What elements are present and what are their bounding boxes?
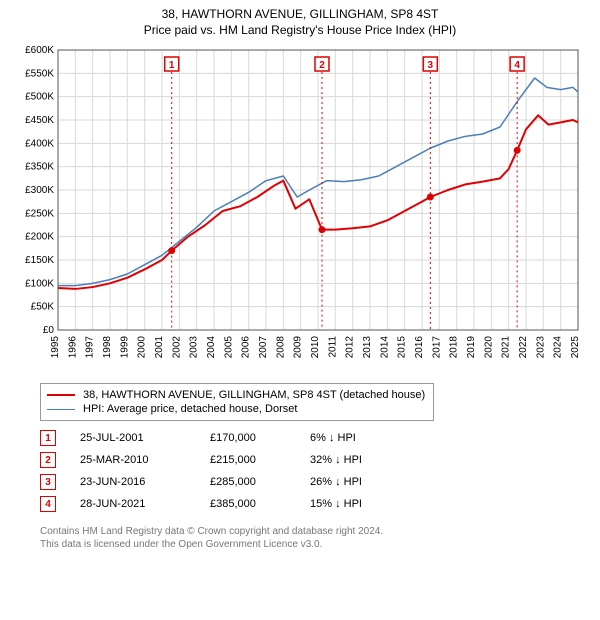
svg-text:2020: 2020	[483, 336, 494, 359]
svg-text:£50K: £50K	[31, 302, 55, 313]
sales-row: 2 25-MAR-2010£215,00032% ↓ HPI	[40, 449, 588, 471]
svg-text:2014: 2014	[379, 336, 390, 359]
sale-price: £285,000	[210, 476, 310, 488]
svg-text:2015: 2015	[397, 336, 408, 359]
svg-text:2013: 2013	[362, 336, 373, 359]
svg-text:1997: 1997	[85, 336, 96, 359]
page-container: 38, HAWTHORN AVENUE, GILLINGHAM, SP8 4ST…	[0, 0, 600, 620]
svg-text:2003: 2003	[189, 336, 200, 359]
footer-text: Contains HM Land Registry data © Crown c…	[40, 525, 588, 551]
sale-date: 23-JUN-2016	[80, 476, 210, 488]
line-chart-svg: £0 £50K £100K £150K £200K £250K £300K £350K £400…	[12, 42, 588, 372]
sale-date: 28-JUN-2021	[80, 498, 210, 510]
svg-text:2025: 2025	[570, 336, 581, 359]
legend-item: HPI: Average price, detached house, Dors…	[47, 402, 427, 416]
sale-date: 25-JUL-2001	[80, 432, 210, 444]
svg-text:1998: 1998	[102, 336, 113, 359]
svg-text:£600K: £600K	[25, 45, 54, 56]
title-line-2: Price paid vs. HM Land Registry's House …	[0, 22, 600, 38]
svg-text:2022: 2022	[518, 336, 529, 359]
svg-text:2005: 2005	[223, 336, 234, 359]
svg-text:2002: 2002	[171, 336, 182, 359]
svg-text:2018: 2018	[449, 336, 460, 359]
chart-area: £0 £50K £100K £150K £200K £250K £300K £350K £400…	[12, 42, 588, 377]
sale-diff: 6% ↓ HPI	[310, 432, 400, 444]
sale-price: £385,000	[210, 498, 310, 510]
svg-text:2010: 2010	[310, 336, 321, 359]
sale-marker-badge: 1	[40, 430, 56, 446]
svg-text:2016: 2016	[414, 336, 425, 359]
svg-text:2019: 2019	[466, 336, 477, 359]
svg-text:2006: 2006	[241, 336, 252, 359]
svg-text:2024: 2024	[553, 336, 564, 359]
sales-row: 3 23-JUN-2016£285,00026% ↓ HPI	[40, 471, 588, 493]
svg-text:£550K: £550K	[25, 69, 54, 80]
sale-diff: 15% ↓ HPI	[310, 498, 400, 510]
title-line-1: 38, HAWTHORN AVENUE, GILLINGHAM, SP8 4ST	[0, 6, 600, 22]
svg-text:£450K: £450K	[25, 115, 54, 126]
sale-diff: 32% ↓ HPI	[310, 454, 400, 466]
svg-text:2012: 2012	[345, 336, 356, 359]
svg-text:2001: 2001	[154, 336, 165, 359]
svg-text:£200K: £200K	[25, 232, 54, 243]
svg-text:£500K: £500K	[25, 92, 54, 103]
sales-row: 4 28-JUN-2021£385,00015% ↓ HPI	[40, 493, 588, 515]
svg-text:1996: 1996	[67, 336, 78, 359]
svg-text:£100K: £100K	[25, 279, 54, 290]
svg-text:2008: 2008	[275, 336, 286, 359]
footer-line-1: Contains HM Land Registry data © Crown c…	[40, 525, 588, 538]
sale-date: 25-MAR-2010	[80, 454, 210, 466]
svg-text:£400K: £400K	[25, 139, 54, 150]
sale-price: £215,000	[210, 454, 310, 466]
svg-text:£150K: £150K	[25, 255, 54, 266]
svg-text:£300K: £300K	[25, 185, 54, 196]
svg-text:£250K: £250K	[25, 209, 54, 220]
footer-line-2: This data is licensed under the Open Gov…	[40, 538, 588, 551]
legend-label: 38, HAWTHORN AVENUE, GILLINGHAM, SP8 4ST…	[83, 389, 425, 401]
title-block: 38, HAWTHORN AVENUE, GILLINGHAM, SP8 4ST…	[0, 0, 600, 38]
sales-row: 1 25-JUL-2001£170,0006% ↓ HPI	[40, 427, 588, 449]
legend-item: 38, HAWTHORN AVENUE, GILLINGHAM, SP8 4ST…	[47, 388, 427, 402]
svg-text:2009: 2009	[293, 336, 304, 359]
sales-table: 1 25-JUL-2001£170,0006% ↓ HPI 2 25-MAR-2010…	[40, 427, 588, 515]
sale-price: £170,000	[210, 432, 310, 444]
svg-text:2017: 2017	[431, 336, 442, 359]
svg-text:2023: 2023	[535, 336, 546, 359]
legend-swatch	[47, 394, 75, 396]
svg-text:1: 1	[169, 60, 175, 71]
sale-marker-badge: 4	[40, 496, 56, 512]
svg-text:£0: £0	[43, 325, 55, 336]
legend-label: HPI: Average price, detached house, Dors…	[83, 403, 297, 415]
svg-text:2000: 2000	[137, 336, 148, 359]
svg-text:1995: 1995	[50, 336, 61, 359]
svg-text:2007: 2007	[258, 336, 269, 359]
svg-text:2021: 2021	[501, 336, 512, 359]
svg-text:3: 3	[428, 60, 434, 71]
legend-box: 38, HAWTHORN AVENUE, GILLINGHAM, SP8 4ST…	[40, 383, 434, 421]
svg-text:2011: 2011	[327, 336, 338, 358]
svg-text:£350K: £350K	[25, 162, 54, 173]
legend-swatch	[47, 409, 75, 410]
svg-text:2004: 2004	[206, 336, 217, 359]
sale-marker-badge: 3	[40, 474, 56, 490]
sale-diff: 26% ↓ HPI	[310, 476, 400, 488]
sale-marker-badge: 2	[40, 452, 56, 468]
svg-text:1999: 1999	[119, 336, 130, 359]
svg-text:4: 4	[514, 60, 520, 71]
svg-text:2: 2	[319, 60, 325, 71]
